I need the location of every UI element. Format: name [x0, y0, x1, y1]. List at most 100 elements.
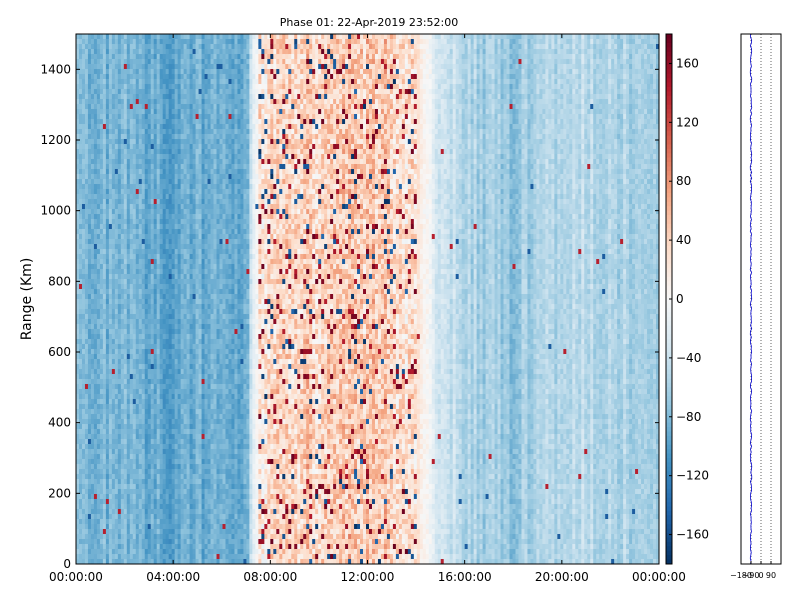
heatmap-cell	[130, 404, 133, 409]
heatmap-cell	[82, 369, 85, 374]
heatmap-cell	[115, 429, 118, 434]
heatmap-cell	[160, 104, 163, 109]
heatmap-cell	[136, 194, 139, 199]
heatmap-cell	[184, 359, 187, 364]
heatmap-cell	[169, 364, 172, 369]
heatmap-cell	[136, 484, 139, 489]
heatmap-cell	[85, 209, 88, 214]
heatmap-cell	[181, 504, 184, 509]
heatmap-cell	[130, 464, 133, 469]
heatmap-cell	[166, 419, 169, 424]
heatmap-cell	[79, 529, 82, 534]
heatmap-cell	[160, 434, 163, 439]
heatmap-cell	[166, 314, 169, 319]
heatmap-cell	[199, 189, 202, 194]
heatmap-cell	[205, 114, 208, 119]
heatmap-cell	[115, 514, 118, 519]
heatmap-cell	[154, 189, 157, 194]
heatmap-cell	[214, 354, 217, 359]
heatmap-cell	[208, 139, 211, 144]
heatmap-cell	[196, 344, 199, 349]
heatmap-cell	[157, 479, 160, 484]
heatmap-cell	[178, 439, 181, 444]
heatmap-cell	[115, 324, 118, 329]
heatmap-cell	[196, 269, 199, 274]
heatmap-cell	[154, 69, 157, 74]
heatmap-cell	[88, 439, 91, 444]
heatmap-cell	[139, 454, 142, 459]
heatmap-cell	[115, 409, 118, 414]
heatmap-cell	[211, 434, 214, 439]
heatmap-cell	[208, 524, 211, 529]
heatmap-cell	[109, 344, 112, 349]
heatmap-cell	[172, 79, 175, 84]
heatmap-cell	[76, 409, 79, 414]
heatmap-cell	[79, 174, 82, 179]
heatmap-cell	[193, 39, 196, 44]
heatmap-cell	[97, 59, 100, 64]
heatmap-cell	[76, 109, 79, 114]
heatmap-cell	[151, 189, 154, 194]
heatmap-cell	[100, 114, 103, 119]
heatmap-cell	[94, 309, 97, 314]
heatmap-cell	[184, 284, 187, 289]
heatmap-cell	[79, 49, 82, 54]
heatmap-cell	[205, 229, 208, 234]
heatmap-cell	[154, 79, 157, 84]
heatmap-cell	[205, 139, 208, 144]
heatmap-cell	[142, 429, 145, 434]
heatmap-cell	[202, 249, 205, 254]
heatmap-cell	[148, 414, 151, 419]
heatmap-cell	[79, 474, 82, 479]
heatmap-cell	[196, 129, 199, 134]
heatmap-cell	[145, 514, 148, 519]
heatmap-cell	[169, 519, 172, 524]
heatmap-cell	[211, 104, 214, 109]
heatmap-cell	[172, 134, 175, 139]
heatmap-cell	[82, 434, 85, 439]
heatmap-cell	[208, 419, 211, 424]
heatmap-cell	[106, 279, 109, 284]
heatmap-cell	[148, 239, 151, 244]
heatmap-cell	[190, 369, 193, 374]
heatmap-cell	[202, 259, 205, 264]
heatmap-cell	[187, 149, 190, 154]
heatmap-cell	[190, 464, 193, 469]
heatmap-cell	[100, 134, 103, 139]
heatmap-cell	[166, 249, 169, 254]
heatmap-cell	[187, 539, 190, 544]
heatmap-cell	[94, 429, 97, 434]
heatmap-cell	[115, 499, 118, 504]
heatmap-cell	[127, 84, 130, 89]
heatmap-cell	[94, 89, 97, 94]
heatmap-cell	[178, 124, 181, 129]
heatmap-cell	[175, 364, 178, 369]
heatmap-cell	[124, 289, 127, 294]
heatmap-cell	[109, 494, 112, 499]
heatmap-cell	[184, 324, 187, 329]
heatmap-cell	[169, 484, 172, 489]
heatmap-cell	[121, 154, 124, 159]
heatmap-cell	[79, 149, 82, 154]
heatmap-cell	[196, 59, 199, 64]
heatmap-cell	[106, 469, 109, 474]
heatmap-cell	[211, 149, 214, 154]
heatmap-cell	[100, 204, 103, 209]
heatmap-cell	[157, 209, 160, 214]
heatmap-cell	[118, 544, 121, 549]
heatmap-cell	[133, 494, 136, 499]
heatmap-cell	[100, 119, 103, 124]
heatmap-cell	[112, 534, 115, 539]
heatmap-cell	[97, 349, 100, 354]
heatmap-cell	[214, 254, 217, 259]
heatmap-cell	[169, 94, 172, 99]
heatmap-cell	[106, 154, 109, 159]
heatmap-cell	[214, 409, 217, 414]
heatmap-cell	[175, 44, 178, 49]
heatmap-cell	[88, 549, 91, 554]
heatmap-cell	[214, 414, 217, 419]
heatmap-cell	[187, 534, 190, 539]
heatmap-cell	[208, 164, 211, 169]
heatmap-cell	[199, 494, 202, 499]
heatmap-cell	[103, 349, 106, 354]
